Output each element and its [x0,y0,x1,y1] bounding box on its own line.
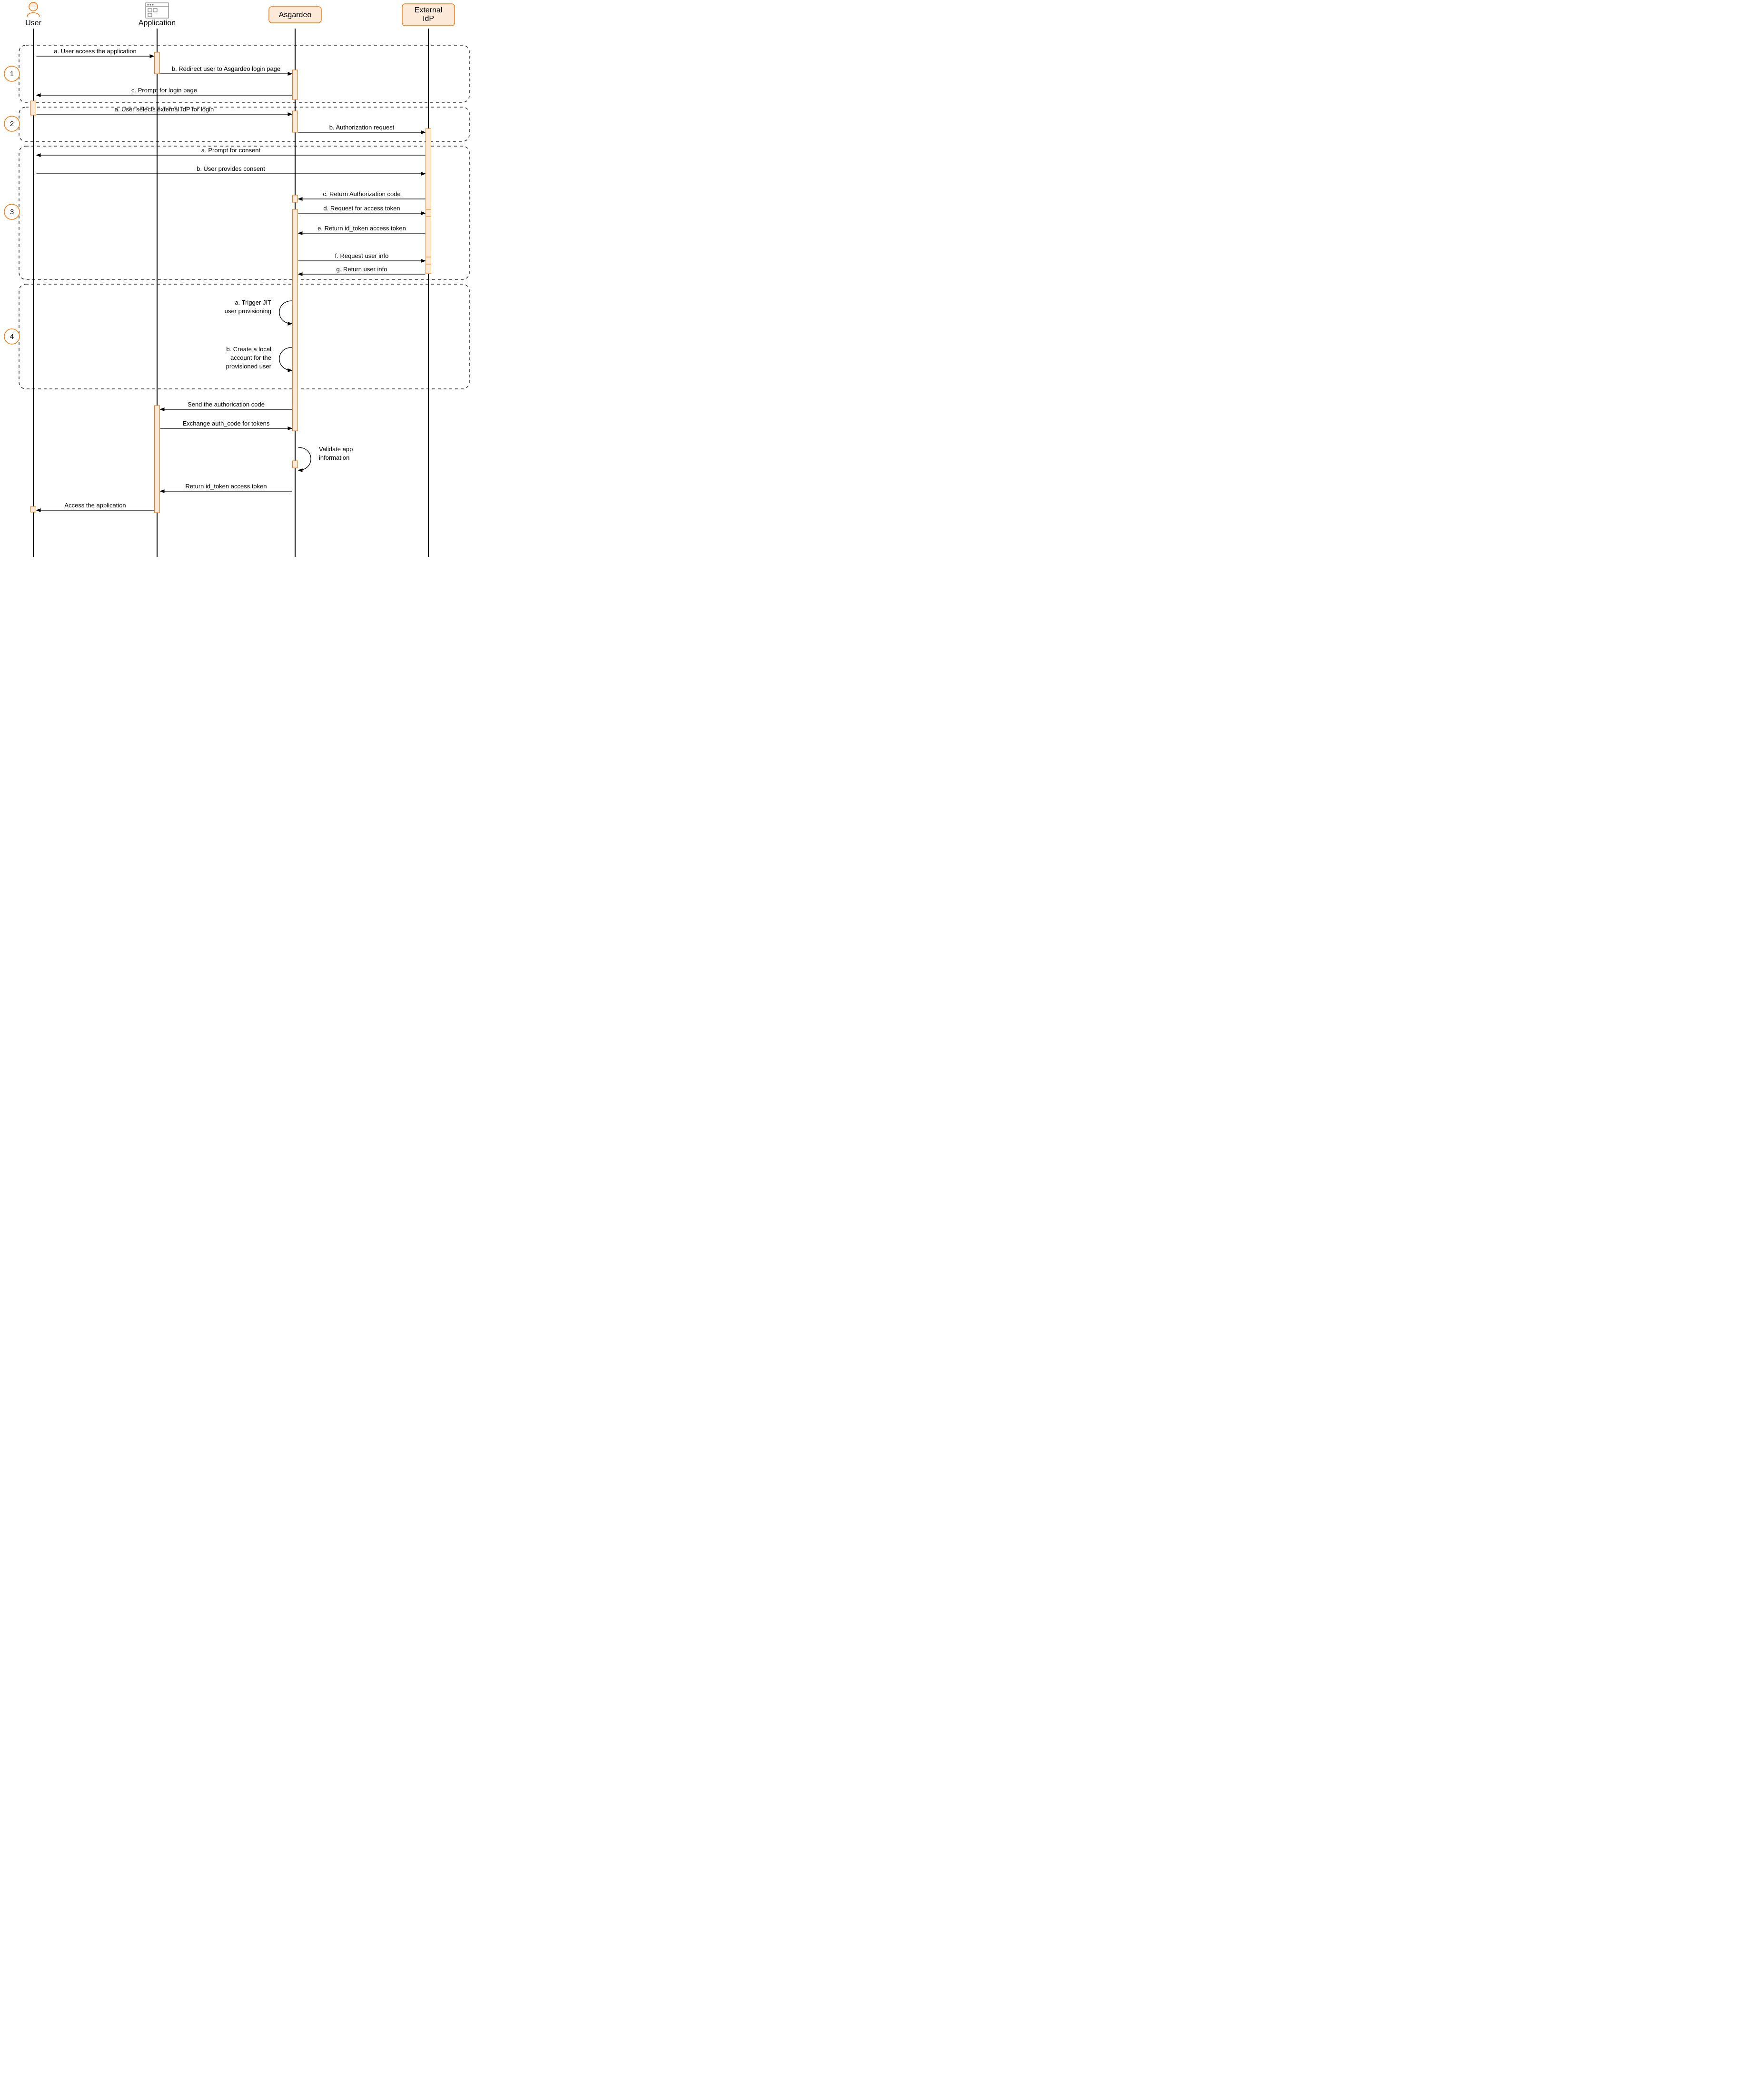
message-label-8: d. Request for access token [323,205,400,212]
message-label-3: a. User selects external IdP for login [115,106,214,113]
activation-asg [293,111,298,132]
message-label-0: a. User access the application [54,48,136,55]
activation-asg [293,70,298,99]
activation-asg [293,461,298,468]
message-label-9: e. Return id_token access token [317,225,406,232]
group-2: 2 [4,107,469,141]
message-label-13: Exchange auth_code for tokens [183,420,270,427]
lane-label-idp-2: IdP [423,15,434,23]
message-label-10: f. Request user info [335,252,389,259]
lane-label-user: User [25,19,41,27]
group-badge-4: 4 [10,333,14,341]
message-label-12: Send the authorication code [188,401,265,408]
application-icon [146,3,168,18]
self-label-0-1: user provisioning [225,307,271,315]
message-label-4: b. Authorization request [329,124,395,131]
activation-asg [293,195,298,202]
self-arrow-1 [279,347,292,370]
activation-user [31,101,36,115]
message-label-1: b. Redirect user to Asgardeo login page [172,65,280,72]
activation-user [31,506,36,512]
self-arrow-2 [298,447,311,470]
message-label-11: g. Return user info [337,266,387,273]
activation-idp [426,129,431,274]
self-label-2-0: Validate app [319,446,353,453]
self-label-2-1: information [319,454,349,461]
message-label-6: b. User provides consent [197,165,265,172]
message-label-2: c. Prompt for login page [131,87,197,94]
group-badge-3: 3 [10,208,14,216]
message-label-5: a. Prompt for consent [201,147,261,154]
lane-label-idp-1: External [415,6,443,14]
self-label-1-2: provisioned user [226,363,272,370]
self-label-1-0: b. Create a local [226,346,271,353]
activation-idp [426,257,431,264]
group-badge-2: 2 [10,120,14,128]
lane-label-app: Application [139,19,176,27]
self-arrow-0 [279,301,292,324]
activation-idp [426,209,431,217]
sequence-diagram: 1 2 3 4 User Application Asgardeo ExternalIdP a.… [0,0,476,566]
self-label-0-0: a. Trigger JIT [235,299,271,306]
activation-app [155,406,160,513]
activation-asg [293,209,298,431]
self-label-1-1: account for the [230,354,271,361]
message-label-7: c. Return Authorization code [323,190,400,198]
group-badge-1: 1 [10,70,14,78]
message-label-14: Return id_token access token [185,483,267,490]
message-label-15: Access the application [64,502,126,509]
lane-label-asg: Asgardeo [279,11,312,19]
activation-app [155,52,160,74]
user-icon [27,2,40,17]
